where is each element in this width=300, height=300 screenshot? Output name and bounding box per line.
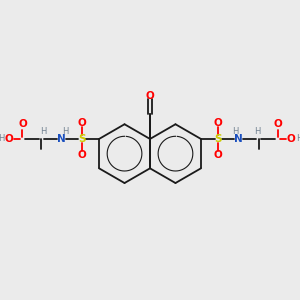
Text: O: O <box>214 118 223 128</box>
Text: O: O <box>77 150 86 160</box>
Text: O: O <box>18 119 27 129</box>
Text: S: S <box>78 134 85 144</box>
Text: H: H <box>296 134 300 143</box>
Text: O: O <box>287 134 296 144</box>
Text: O: O <box>146 91 154 101</box>
Text: H: H <box>40 128 46 136</box>
Text: O: O <box>4 134 13 144</box>
Text: H: H <box>0 134 4 143</box>
Text: O: O <box>273 119 282 129</box>
Text: H: H <box>254 128 260 136</box>
Text: H: H <box>62 127 68 136</box>
Text: N: N <box>234 134 243 144</box>
Text: O: O <box>214 150 223 160</box>
Text: O: O <box>77 118 86 128</box>
Text: H: H <box>232 127 238 136</box>
Text: N: N <box>57 134 66 144</box>
Text: S: S <box>214 134 222 144</box>
